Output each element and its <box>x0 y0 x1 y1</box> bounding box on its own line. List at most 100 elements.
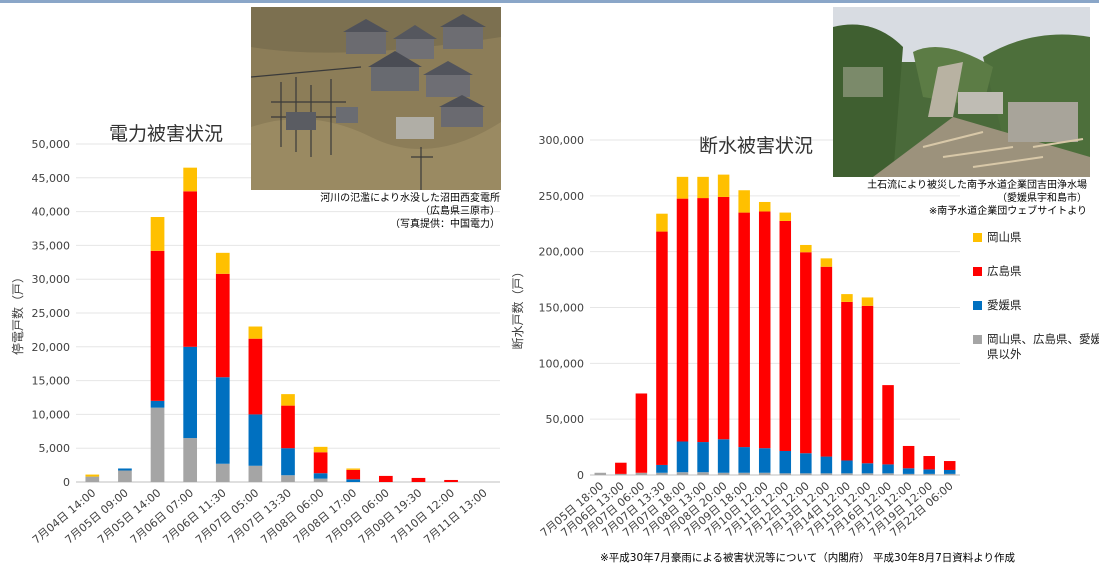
bar-segment <box>248 414 263 466</box>
bar-segment <box>656 464 668 473</box>
bar-segment <box>635 472 648 475</box>
bar-segment <box>676 472 689 475</box>
y-tick-label: 40,000 <box>32 206 71 219</box>
bar-segment <box>738 472 750 475</box>
legend-label: 岡山県、広島県、愛媛県以外 <box>987 332 1099 361</box>
water-plant-caption-line: ※南予水道企業団ウェブサイトより <box>928 206 1087 217</box>
bar-segment <box>861 463 874 474</box>
legend-item-ehime: 愛媛県 <box>973 298 1022 313</box>
y-tick-label: 0 <box>577 469 584 482</box>
y-tick-label: 35,000 <box>32 239 71 252</box>
legend-swatch <box>973 335 982 344</box>
bar-segment <box>183 346 198 439</box>
y-tick-label: 20,000 <box>32 341 71 354</box>
bar-segment <box>313 478 328 482</box>
bar-segment <box>444 479 458 482</box>
water-plant-photo <box>833 7 1090 177</box>
legend-item-hiroshima: 広島県 <box>973 264 1022 279</box>
bar-segment <box>902 445 915 469</box>
y-tick-label: 25,000 <box>32 307 71 320</box>
bar-segment <box>717 439 730 473</box>
bar-segment <box>281 394 295 406</box>
bar-segment <box>248 326 263 339</box>
bar-segment <box>215 463 230 482</box>
bar-segment <box>313 452 328 474</box>
y-tick-label: 50,000 <box>32 138 71 151</box>
bar-segment <box>923 456 935 470</box>
bar-segment <box>820 266 833 457</box>
legend-swatch <box>973 233 982 242</box>
bar-segment <box>697 176 709 199</box>
bar-segment <box>183 438 198 482</box>
bar-segment <box>943 473 956 475</box>
bar-segment <box>656 472 668 475</box>
y-tick-label: 100,000 <box>539 357 585 370</box>
bar-segment <box>820 258 833 267</box>
top-border <box>0 0 1099 3</box>
legend-label: 広島県 <box>987 264 1022 278</box>
bar-segment <box>676 176 689 199</box>
bar-segment <box>943 469 956 474</box>
bar-segment <box>281 448 295 476</box>
bar-segment <box>656 213 668 232</box>
legend-swatch <box>973 301 982 310</box>
bar-segment <box>758 201 771 212</box>
bar-segment <box>738 212 750 448</box>
bar-segment <box>378 475 393 482</box>
bar-segment <box>779 220 792 451</box>
y-tick-label: 15,000 <box>32 375 71 388</box>
bar-segment <box>215 252 230 274</box>
water-plant-caption-line: （愛媛県宇和島市） <box>997 193 1087 204</box>
bar-segment <box>800 453 812 474</box>
water-chart-legend: 岡山県 広島県 愛媛県 岡山県、広島県、愛媛県以外 <box>969 226 1099 366</box>
bar-segment <box>902 468 915 474</box>
legend-item-other: 岡山県、広島県、愛媛県以外 <box>973 332 1099 362</box>
bar-segment <box>841 473 853 475</box>
y-tick-label: 5,000 <box>39 442 71 455</box>
water-plant-caption-line: 土石流により被災した南予水道企業団吉田浄水場 <box>867 180 1087 191</box>
bar-segment <box>183 167 198 192</box>
bar-segment <box>85 474 100 477</box>
bar-segment <box>882 464 894 474</box>
bar-segment <box>697 472 709 475</box>
bar-segment <box>779 450 792 474</box>
legend-swatch <box>973 267 982 276</box>
bar-segment <box>779 473 792 475</box>
substation-caption-line: （写真提供：中国電力） <box>390 219 500 230</box>
bar-segment <box>346 469 361 480</box>
bar-segment <box>758 448 771 473</box>
y-tick-label: 0 <box>63 476 70 489</box>
y-tick-label: 200,000 <box>539 246 585 259</box>
bar-segment <box>820 456 833 474</box>
bar-segment <box>841 294 853 302</box>
y-tick-label: 10,000 <box>32 408 71 421</box>
bar-segment <box>861 305 874 464</box>
bar-segment <box>313 473 328 479</box>
y-tick-label: 30,000 <box>32 273 71 286</box>
bar-segment <box>697 442 709 473</box>
bar-segment <box>676 441 689 473</box>
bar-segment <box>346 479 361 482</box>
bar-segment <box>150 250 165 401</box>
bar-segment <box>861 473 874 475</box>
y-axis-label: 断水戸数（戸） <box>510 265 525 349</box>
bar-segment <box>85 476 100 482</box>
bar-segment <box>697 198 709 443</box>
substation-caption-line: （広島県三原市） <box>420 206 500 217</box>
source-footnote: ※平成30年7月豪雨による被害状況等について（内閣府） 平成30年8月7日資料よ… <box>600 552 1016 564</box>
bar-segment <box>615 462 627 474</box>
bar-segment <box>150 400 165 408</box>
bar-segment <box>183 191 198 347</box>
bar-segment <box>758 472 771 475</box>
bar-segment <box>656 231 668 465</box>
bar-segment <box>758 211 771 449</box>
bar-segment <box>882 385 894 465</box>
bar-segment <box>943 461 956 470</box>
bar-segment <box>800 473 812 475</box>
bar-segment <box>861 297 874 306</box>
bar-segment <box>118 470 132 482</box>
y-tick-label: 50,000 <box>546 413 585 426</box>
y-tick-label: 250,000 <box>539 190 585 203</box>
legend-label: 岡山県 <box>987 230 1022 244</box>
